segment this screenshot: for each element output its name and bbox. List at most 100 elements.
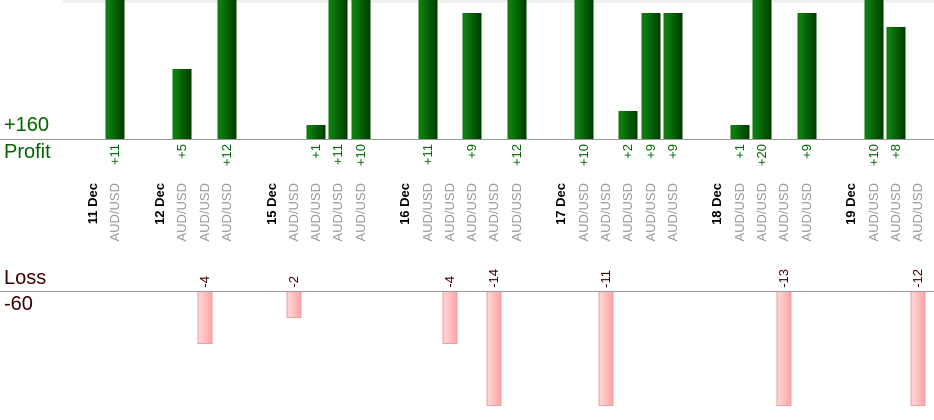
profit-value-label: +5 <box>174 144 190 159</box>
symbol-label-wrap: AUD/USD <box>617 183 639 259</box>
symbol-label-wrap: AUD/USD <box>907 183 929 259</box>
profit-bar <box>730 125 750 139</box>
trade-column: -14 AUD/USD <box>483 0 505 420</box>
symbol-label-wrap: AUD/USD <box>729 183 751 259</box>
profit-value-label: +9 <box>642 144 658 159</box>
symbol-label: AUD/USD <box>285 183 301 242</box>
profit-bar <box>217 0 237 139</box>
loss-bar <box>197 292 213 344</box>
profit-bar <box>507 0 527 139</box>
symbol-label-wrap: AUD/USD <box>305 183 327 259</box>
loss-total-label: -60 <box>4 293 33 315</box>
symbol-label: AUD/USD <box>218 183 234 242</box>
date-label-wrap: 18 Dec <box>706 183 728 259</box>
profit-value-label-wrap: +10 <box>573 144 595 184</box>
trade-column: +20 AUD/USD <box>751 0 773 420</box>
profit-bar <box>172 69 192 139</box>
profit-bar <box>306 125 326 139</box>
symbol-label: AUD/USD <box>620 183 636 242</box>
profit-value-label: +20 <box>754 144 770 167</box>
symbol-label-wrap: AUD/USD <box>573 183 595 259</box>
profit-value-label-wrap: +12 <box>216 144 238 184</box>
date-column: 16 Dec <box>394 0 416 420</box>
profit-value-label-wrap: +11 <box>416 144 438 184</box>
symbol-label-wrap: AUD/USD <box>751 183 773 259</box>
loss-bar <box>286 292 302 318</box>
profit-value-label-wrap: +20 <box>751 144 773 184</box>
profit-total-label: +160 <box>4 114 50 136</box>
loss-bar <box>910 292 926 406</box>
symbol-label: AUD/USD <box>419 183 435 242</box>
trade-column: +9 AUD/USD <box>796 0 818 420</box>
profit-value-label-wrap: +2 <box>617 144 639 184</box>
trade-column: +9 AUD/USD <box>461 0 483 420</box>
trade-column: +11 AUD/USD <box>104 0 126 420</box>
symbol-label: AUD/USD <box>776 183 792 242</box>
symbol-label-wrap: AUD/USD <box>193 183 215 259</box>
symbol-label: AUD/USD <box>330 183 346 242</box>
group-gap <box>372 0 394 420</box>
profit-axis-line <box>0 139 934 140</box>
profit-bar <box>797 13 817 139</box>
profit-value-label: +9 <box>464 144 480 159</box>
date-label: 12 Dec <box>152 183 168 225</box>
symbol-label-wrap: AUD/USD <box>773 183 795 259</box>
symbol-label: AUD/USD <box>441 183 457 242</box>
symbol-label-wrap: AUD/USD <box>506 183 528 259</box>
date-label-wrap: 11 Dec <box>82 183 104 259</box>
symbol-label: AUD/USD <box>174 183 190 242</box>
trade-column: +1 AUD/USD <box>729 0 751 420</box>
date-label-wrap: 16 Dec <box>394 183 416 259</box>
trade-column: -11 AUD/USD <box>595 0 617 420</box>
symbol-label-wrap: AUD/USD <box>216 183 238 259</box>
profit-bar <box>864 0 884 139</box>
date-column: 18 Dec <box>706 0 728 420</box>
profit-bar <box>351 0 371 139</box>
trade-column: +10 AUD/USD <box>862 0 884 420</box>
group-gap <box>818 0 840 420</box>
symbol-label-wrap: AUD/USD <box>639 183 661 259</box>
trade-column: +11 AUD/USD <box>327 0 349 420</box>
profit-bar <box>663 13 683 139</box>
profit-bar <box>462 13 482 139</box>
group-gap <box>238 0 260 420</box>
symbol-label: AUD/USD <box>664 183 680 242</box>
profit-axis-title: Profit <box>4 141 51 163</box>
profit-value-label: +11 <box>107 144 123 166</box>
date-label: 11 Dec <box>85 183 101 225</box>
group-gap <box>684 0 706 420</box>
symbol-label-wrap: AUD/USD <box>662 183 684 259</box>
profit-value-label-wrap: +11 <box>327 144 349 184</box>
profit-bar <box>886 27 906 139</box>
chart-columns: 11 Dec +11 AUD/USD 12 Dec +5 AUD/USD -4 AUD/USD… <box>82 0 929 420</box>
trade-column: +12 AUD/USD <box>506 0 528 420</box>
trade-column: -2 AUD/USD <box>283 0 305 420</box>
top-border-strip <box>63 0 934 3</box>
profit-bar <box>641 13 661 139</box>
loss-value-label: -4 <box>196 276 212 288</box>
profit-bar <box>328 0 348 139</box>
loss-bar <box>442 292 458 344</box>
date-column: 19 Dec <box>840 0 862 420</box>
date-label: 16 Dec <box>397 183 413 225</box>
symbol-label-wrap: AUD/USD <box>483 183 505 259</box>
profit-value-label-wrap: +1 <box>729 144 751 184</box>
profit-value-label-wrap: +9 <box>639 144 661 184</box>
profit-value-label: +9 <box>798 144 814 159</box>
symbol-label-wrap: AUD/USD <box>171 183 193 259</box>
symbol-label-wrap: AUD/USD <box>862 183 884 259</box>
group-gap <box>528 0 550 420</box>
symbol-label-wrap: AUD/USD <box>461 183 483 259</box>
profit-value-label: +10 <box>575 144 591 167</box>
symbol-label-wrap: AUD/USD <box>104 183 126 259</box>
date-label: 18 Dec <box>709 183 725 225</box>
symbol-label: AUD/USD <box>910 183 926 242</box>
symbol-label: AUD/USD <box>575 183 591 242</box>
trade-column: +12 AUD/USD <box>216 0 238 420</box>
trade-column: +10 AUD/USD <box>573 0 595 420</box>
symbol-label-wrap: AUD/USD <box>350 183 372 259</box>
profit-value-label: +12 <box>508 144 524 167</box>
profit-bar <box>105 0 125 139</box>
symbol-label: AUD/USD <box>196 183 212 242</box>
profit-value-label: +8 <box>887 144 903 159</box>
